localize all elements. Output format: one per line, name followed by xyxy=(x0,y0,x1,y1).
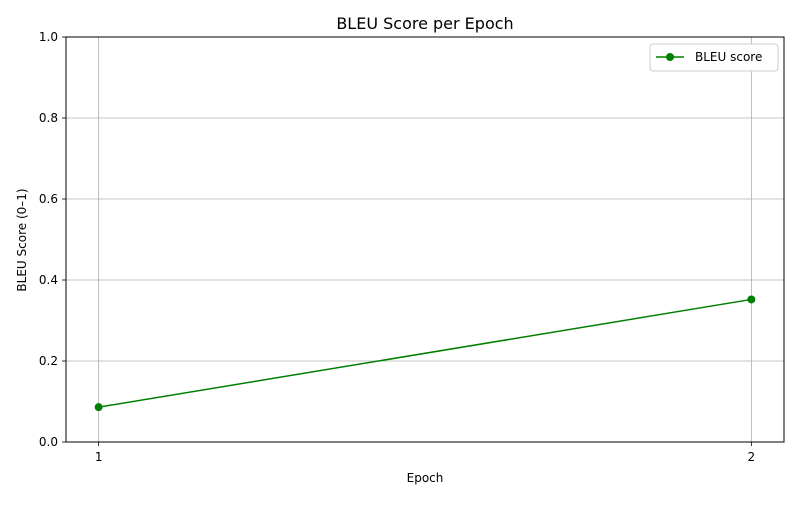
series-layer xyxy=(94,295,756,412)
x-axis-label: Epoch xyxy=(407,471,444,485)
y-tick-label: 0.2 xyxy=(39,354,58,368)
y-axis-ticks: 0.0 0.2 0.4 0.6 0.8 1.0 xyxy=(39,30,66,449)
legend-entry-bleu-score: BLEU score xyxy=(695,50,762,64)
grid-lines xyxy=(66,36,784,443)
plot-frame xyxy=(65,36,785,443)
y-tick-label: 1.0 xyxy=(39,30,58,44)
x-tick-label: 1 xyxy=(95,450,103,464)
y-tick-label: 0.8 xyxy=(39,111,58,125)
y-tick-label: 0.6 xyxy=(39,192,58,206)
data-point-epoch-2 xyxy=(747,295,756,304)
chart-title: BLEU Score per Epoch xyxy=(336,14,513,33)
y-tick-label: 0.0 xyxy=(39,435,58,449)
legend-marker xyxy=(666,53,674,61)
y-tick-label: 0.4 xyxy=(39,273,58,287)
x-tick-label: 2 xyxy=(748,450,756,464)
y-axis-label: BLEU Score (0–1) xyxy=(15,188,29,291)
data-point-epoch-1 xyxy=(94,403,103,412)
legend: BLEU score xyxy=(649,43,779,72)
series-line-bleu-score xyxy=(98,298,752,408)
legend-box xyxy=(649,43,779,72)
